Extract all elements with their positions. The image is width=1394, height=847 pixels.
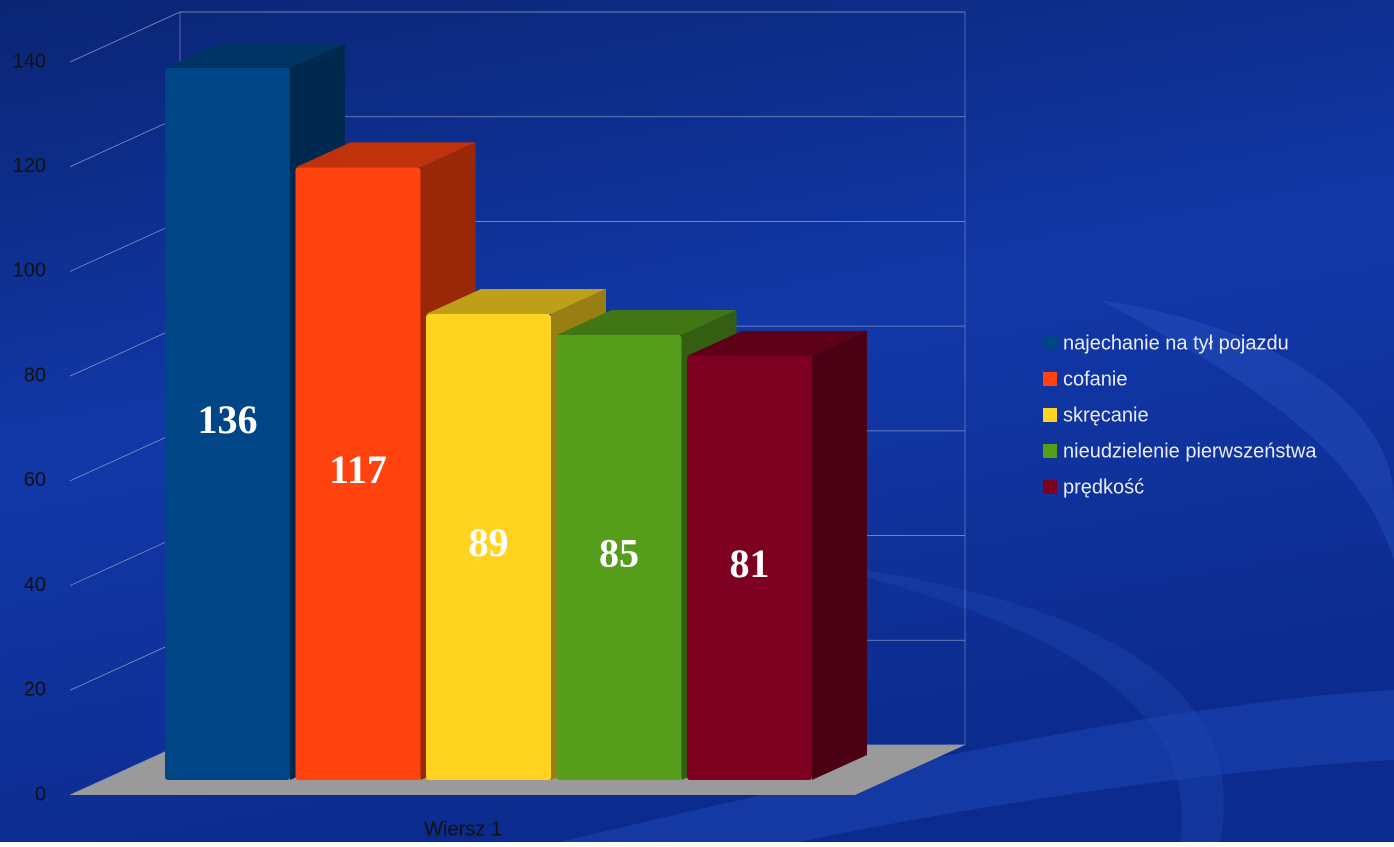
swoosh	[560, 690, 1394, 842]
grid-line	[69, 744, 181, 796]
bar-top	[687, 330, 867, 356]
bar	[556, 334, 682, 780]
data-label: 81	[730, 541, 770, 586]
y-tick-label: 120	[13, 155, 46, 177]
bar	[165, 67, 290, 780]
data-label: 85	[599, 531, 639, 576]
y-tick-label: 100	[13, 260, 46, 282]
legend-swatch	[1043, 372, 1057, 386]
bar-top	[165, 42, 345, 68]
grid-line	[69, 535, 181, 586]
data-label: 136	[198, 397, 258, 442]
bar	[687, 355, 812, 780]
bar-side	[812, 330, 867, 780]
legend-swatch	[1043, 444, 1057, 458]
bar	[426, 314, 551, 780]
legend-swatch	[1043, 408, 1057, 422]
legend-swatch	[1043, 336, 1057, 350]
y-tick-label: 40	[24, 574, 46, 596]
bar	[295, 167, 421, 780]
x-tick-label: Wiersz 1	[424, 818, 502, 840]
grid-line	[69, 639, 181, 691]
y-tick-label: 60	[24, 469, 46, 491]
grid-line	[69, 221, 181, 272]
legend-label: najechanie na tył pojazdu	[1063, 332, 1289, 354]
grid-line	[69, 325, 181, 377]
legend-label: prędkość	[1063, 476, 1144, 498]
bar-top	[426, 289, 606, 315]
data-label: 117	[329, 447, 387, 492]
y-tick-label: 80	[24, 364, 46, 386]
legend-label: nieudzielenie pierwszeństwa	[1063, 440, 1317, 462]
y-tick-label: 140	[13, 50, 46, 72]
y-tick-label: 0	[35, 783, 46, 805]
legend-label: cofanie	[1063, 368, 1128, 390]
legend-label: skręcanie	[1063, 404, 1149, 426]
data-label: 89	[469, 520, 509, 565]
swoosh	[1100, 300, 1394, 560]
grid-line	[69, 116, 181, 168]
grid-line	[69, 430, 181, 482]
swoosh	[800, 560, 1224, 842]
grid-line	[69, 11, 181, 63]
legend-swatch	[1043, 480, 1057, 494]
bar-top	[556, 309, 737, 335]
y-tick-label: 20	[24, 679, 46, 701]
bar-top	[295, 142, 476, 168]
